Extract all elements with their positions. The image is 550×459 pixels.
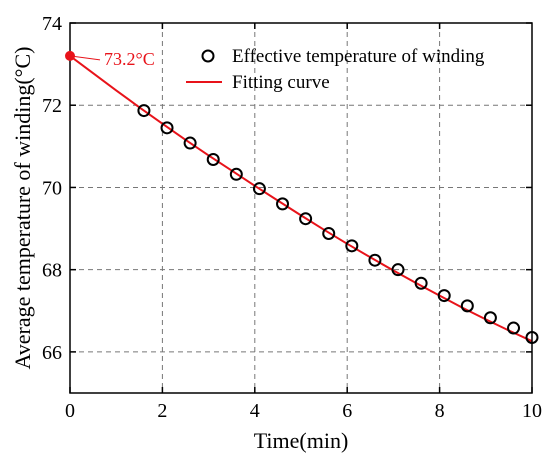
plot-frame [69, 22, 533, 394]
data-point [507, 321, 521, 335]
data-point [252, 182, 266, 196]
data-point [276, 197, 290, 211]
legend-label-line: Fitting curve [232, 72, 330, 93]
data-point [229, 167, 243, 181]
scatter-points-layer [137, 104, 539, 344]
y-tick-label: 70 [42, 177, 62, 199]
data-point [345, 239, 359, 253]
x-tick-label: 10 [522, 400, 542, 422]
x-tick-label: 8 [435, 400, 445, 422]
y-tick-label: 68 [42, 260, 62, 282]
x-tick-label: 0 [65, 400, 75, 422]
data-point [368, 253, 382, 267]
data-point [206, 152, 220, 166]
legend-marker-scatter [201, 49, 215, 63]
data-point [391, 263, 405, 277]
data-point [483, 311, 497, 325]
y-tick-label: 72 [42, 95, 62, 117]
annotation-leader [69, 55, 101, 61]
legend-label-scatter: Effective temperature of winding [232, 46, 485, 67]
data-point [299, 212, 313, 226]
data-point [183, 136, 197, 150]
data-point [137, 104, 151, 118]
annotation-layer: 73.2°C [65, 49, 155, 69]
data-point [437, 289, 451, 303]
annotation-label: 73.2°C [104, 49, 155, 69]
data-point [460, 299, 474, 313]
x-tick-label: 4 [250, 400, 260, 422]
fitting-curve-layer [69, 55, 533, 343]
fitting-curve [69, 55, 533, 343]
x-tick-label: 6 [342, 400, 352, 422]
legend: Effective temperature of winding Fitting… [186, 46, 485, 93]
y-tick-label: 74 [42, 13, 62, 35]
data-point [322, 226, 336, 240]
data-point [414, 276, 428, 290]
data-point [160, 121, 174, 135]
x-tick-label: 2 [157, 400, 167, 422]
y-tick-label: 66 [42, 342, 62, 364]
y-axis-title: Average temperature of winding(°C) [10, 47, 35, 370]
x-axis-title: Time(min) [254, 428, 349, 453]
